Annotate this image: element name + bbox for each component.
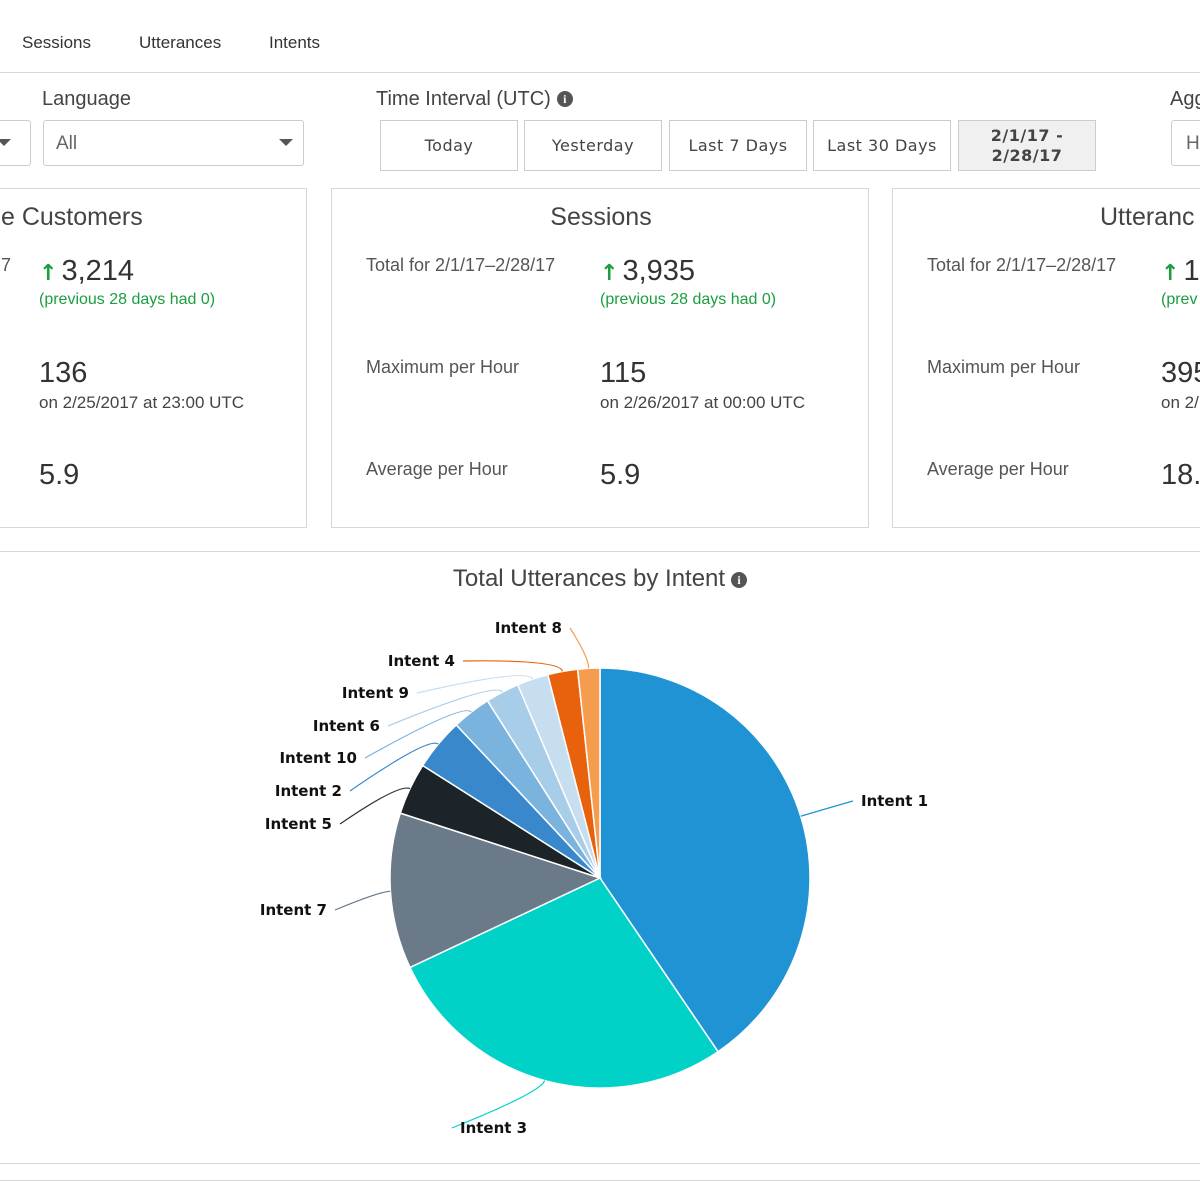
- pie-slice-intent-2[interactable]: [421, 723, 601, 879]
- pie-slice-intent-4[interactable]: [546, 668, 601, 879]
- sessions-total-label: Total for 2/1/17–2/28/17: [366, 255, 556, 275]
- time-custom-range-end: 2/28/17: [991, 145, 1063, 165]
- language-label: Language: [42, 88, 131, 110]
- aggregation-select-value: H: [1186, 133, 1200, 154]
- time-interval-label: Time Interval (UTC) i: [376, 88, 573, 111]
- info-icon[interactable]: i: [556, 91, 573, 107]
- time-today-button[interactable]: Today: [380, 120, 518, 171]
- sessions-avg-label: Average per Hour: [366, 459, 508, 479]
- chart-title-text: Total Utterances by Intent: [452, 565, 726, 592]
- customers-card: e Customers 7 ↑ 3,214 (previous 28 days h…: [0, 188, 307, 528]
- arrow-up-icon: ↑: [1161, 261, 1180, 286]
- sessions-max-when: on 2/26/2017 at 00:00 UTC: [600, 393, 806, 412]
- sessions-total-number: 3,935: [622, 255, 696, 287]
- chart-title: Total Utterances by Intent i: [0, 565, 1200, 593]
- pie-connector-intent-7: [334, 890, 391, 911]
- chevron-down-icon: [0, 139, 11, 146]
- pie-slice-intent-6[interactable]: [486, 683, 601, 879]
- pie-slice-intent-9[interactable]: [516, 673, 601, 879]
- pie-slice-intent-7[interactable]: [389, 812, 603, 969]
- pie-label-intent-10: Intent 10: [279, 749, 357, 767]
- customers-avg-value: 5.9: [39, 459, 80, 491]
- time-interval-label-text: Time Interval (UTC): [376, 88, 551, 110]
- pie-slice-intent-10[interactable]: [455, 699, 601, 879]
- utterances-total-label: Total for 2/1/17–2/28/17: [927, 255, 1117, 275]
- language-select-value: All: [56, 133, 78, 154]
- tab-bar: Sessions Utterances Intents: [0, 0, 1200, 73]
- time-last-30-days-button[interactable]: Last 30 Days: [813, 120, 951, 171]
- customers-previous: (previous 28 days had 0): [39, 291, 216, 308]
- sessions-previous: (previous 28 days had 0): [600, 291, 777, 308]
- time-custom-range-start: 2/1/17 -: [990, 125, 1064, 145]
- pie-connector-intent-4: [462, 660, 564, 672]
- utterances-total-number: 1: [1183, 255, 1200, 287]
- pie-label-intent-7: Intent 7: [260, 901, 327, 919]
- pie-connector-intent-5: [339, 787, 411, 825]
- pie-connector-intent-8: [569, 627, 590, 669]
- pie-label-intent-4: Intent 4: [388, 652, 455, 670]
- pie-connector-intent-3: [451, 1080, 546, 1129]
- pie-connector-intent-6: [387, 689, 503, 727]
- sessions-total-value: ↑ 3,935: [600, 255, 695, 288]
- utterances-total-value: ↑ 1: [1161, 255, 1200, 288]
- utterances-avg-label: Average per Hour: [927, 459, 1069, 479]
- pie-label-intent-8: Intent 8: [495, 619, 562, 637]
- pie-slice-intent-3[interactable]: [408, 877, 720, 1089]
- aggregation-select[interactable]: H: [1171, 120, 1200, 166]
- tab-sessions[interactable]: Sessions: [22, 33, 91, 52]
- pie-connector-intent-9: [416, 675, 534, 694]
- aggregation-label: Agg: [1170, 88, 1200, 110]
- utterances-card: Utteranc Total for 2/1/17–2/28/17 ↑ 1 (pr…: [892, 188, 1200, 528]
- pie-label-intent-1: Intent 1: [861, 792, 928, 810]
- sessions-max-label: Maximum per Hour: [366, 357, 520, 377]
- section-divider: [0, 551, 1200, 552]
- pie-connector-intent-10: [364, 710, 472, 759]
- sessions-card-title: Sessions: [550, 203, 652, 231]
- pie-label-intent-3: Intent 3: [460, 1119, 527, 1137]
- utterances-max-value: 395: [1161, 357, 1200, 389]
- utterances-max-label: Maximum per Hour: [927, 357, 1081, 377]
- customers-total-value: ↑ 3,214: [39, 255, 134, 288]
- time-yesterday-button[interactable]: Yesterday: [524, 120, 662, 171]
- tab-utterances[interactable]: Utterances: [139, 33, 222, 52]
- chevron-down-icon: [279, 139, 293, 146]
- pie-slice-intent-5[interactable]: [399, 764, 601, 879]
- time-custom-range-button[interactable]: 2/1/17 - 2/28/17: [958, 120, 1096, 171]
- language-select[interactable]: All: [43, 120, 304, 166]
- utterances-max-when: on 2/: [1161, 393, 1199, 412]
- pie-connector-intent-2: [349, 742, 439, 792]
- bottom-divider-2: [0, 1180, 1200, 1181]
- pie-label-intent-9: Intent 9: [342, 684, 409, 702]
- customers-card-title: e Customers: [1, 203, 143, 231]
- customers-total-number: 3,214: [61, 255, 135, 287]
- pie-label-intent-5: Intent 5: [265, 815, 332, 833]
- sessions-max-value: 115: [600, 357, 647, 389]
- filter-select-partial[interactable]: [0, 120, 31, 166]
- sessions-card: Sessions Total for 2/1/17–2/28/17 ↑ 3,935…: [331, 188, 869, 528]
- info-icon[interactable]: i: [731, 572, 748, 588]
- arrow-up-icon: ↑: [39, 261, 58, 286]
- pie-connector-intent-1: [800, 800, 854, 817]
- tab-intents[interactable]: Intents: [269, 33, 321, 52]
- time-last-7-days-button[interactable]: Last 7 Days: [669, 120, 807, 171]
- customers-total-label: 7: [1, 255, 12, 275]
- pie-label-intent-6: Intent 6: [313, 717, 380, 735]
- customers-max-when: on 2/25/2017 at 23:00 UTC: [39, 393, 245, 412]
- utterances-previous: (prev: [1161, 291, 1198, 308]
- pie-slice-intent-1[interactable]: [599, 667, 811, 1053]
- bottom-divider: [0, 1163, 1200, 1164]
- utterances-card-title: Utteranc: [1100, 203, 1195, 231]
- pie-label-intent-2: Intent 2: [275, 782, 342, 800]
- customers-max-value: 136: [39, 357, 88, 389]
- pie-slice-intent-8[interactable]: [576, 667, 601, 879]
- arrow-up-icon: ↑: [600, 261, 619, 286]
- sessions-avg-value: 5.9: [600, 459, 641, 491]
- utterances-avg-value: 18.: [1161, 459, 1200, 491]
